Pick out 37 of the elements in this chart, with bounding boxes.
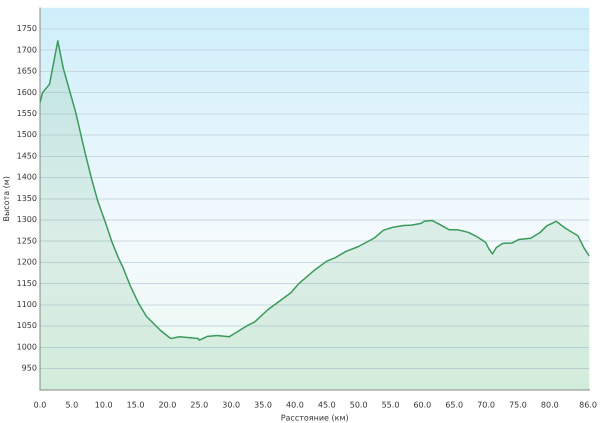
x-axis-title: Расстояние (км)	[280, 413, 349, 422]
y-axis-title: Высота (м)	[2, 176, 11, 222]
y-tick-label: 1000	[16, 342, 37, 352]
y-tick-label: 1400	[16, 172, 37, 182]
y-tick-label: 1600	[16, 88, 37, 97]
x-tick-label: 80.0	[540, 400, 559, 410]
x-tick-label: 55.0	[382, 400, 400, 410]
y-tick-label: 1100	[16, 300, 37, 309]
x-tick-label: 5.0	[65, 400, 78, 410]
y-tick-label: 1200	[16, 258, 37, 267]
x-tick-label: 15.0	[126, 400, 144, 410]
x-tick-label: 75.0	[509, 400, 527, 410]
x-tick-label: 40.0	[286, 400, 304, 410]
x-tick-label: 65.0	[445, 400, 464, 410]
y-tick-label: 1550	[16, 108, 37, 118]
y-tick-label: 950	[22, 364, 37, 373]
y-tick-label: 1350	[16, 194, 37, 203]
y-tick-label: 1050	[16, 321, 37, 330]
x-tick-label: 50.0	[350, 400, 368, 410]
y-tick-label: 1250	[16, 236, 37, 246]
x-tick-label: 86.0	[579, 400, 597, 410]
y-tick-label: 1300	[16, 215, 37, 224]
x-tick-label: 60.0	[413, 400, 432, 410]
x-tick-label: 35.0	[254, 400, 272, 410]
x-tick-label: 30.0	[222, 400, 240, 410]
y-tick-label: 1150	[16, 278, 37, 288]
y-tick-label: 1500	[16, 130, 37, 140]
x-tick-label: 10.0	[94, 400, 113, 410]
x-tick-label: 45.0	[318, 400, 336, 410]
x-tick-label: 20.0	[158, 400, 176, 410]
y-tick-label: 1700	[16, 45, 37, 54]
y-tick-label: 1650	[16, 66, 37, 76]
x-tick-label: 25.0	[190, 400, 208, 410]
y-tick-label: 1450	[16, 151, 37, 160]
y-tick-label: 1750	[16, 24, 37, 34]
x-tick-label: 70.0	[477, 400, 496, 410]
x-tick-label: 0.0	[34, 400, 46, 410]
